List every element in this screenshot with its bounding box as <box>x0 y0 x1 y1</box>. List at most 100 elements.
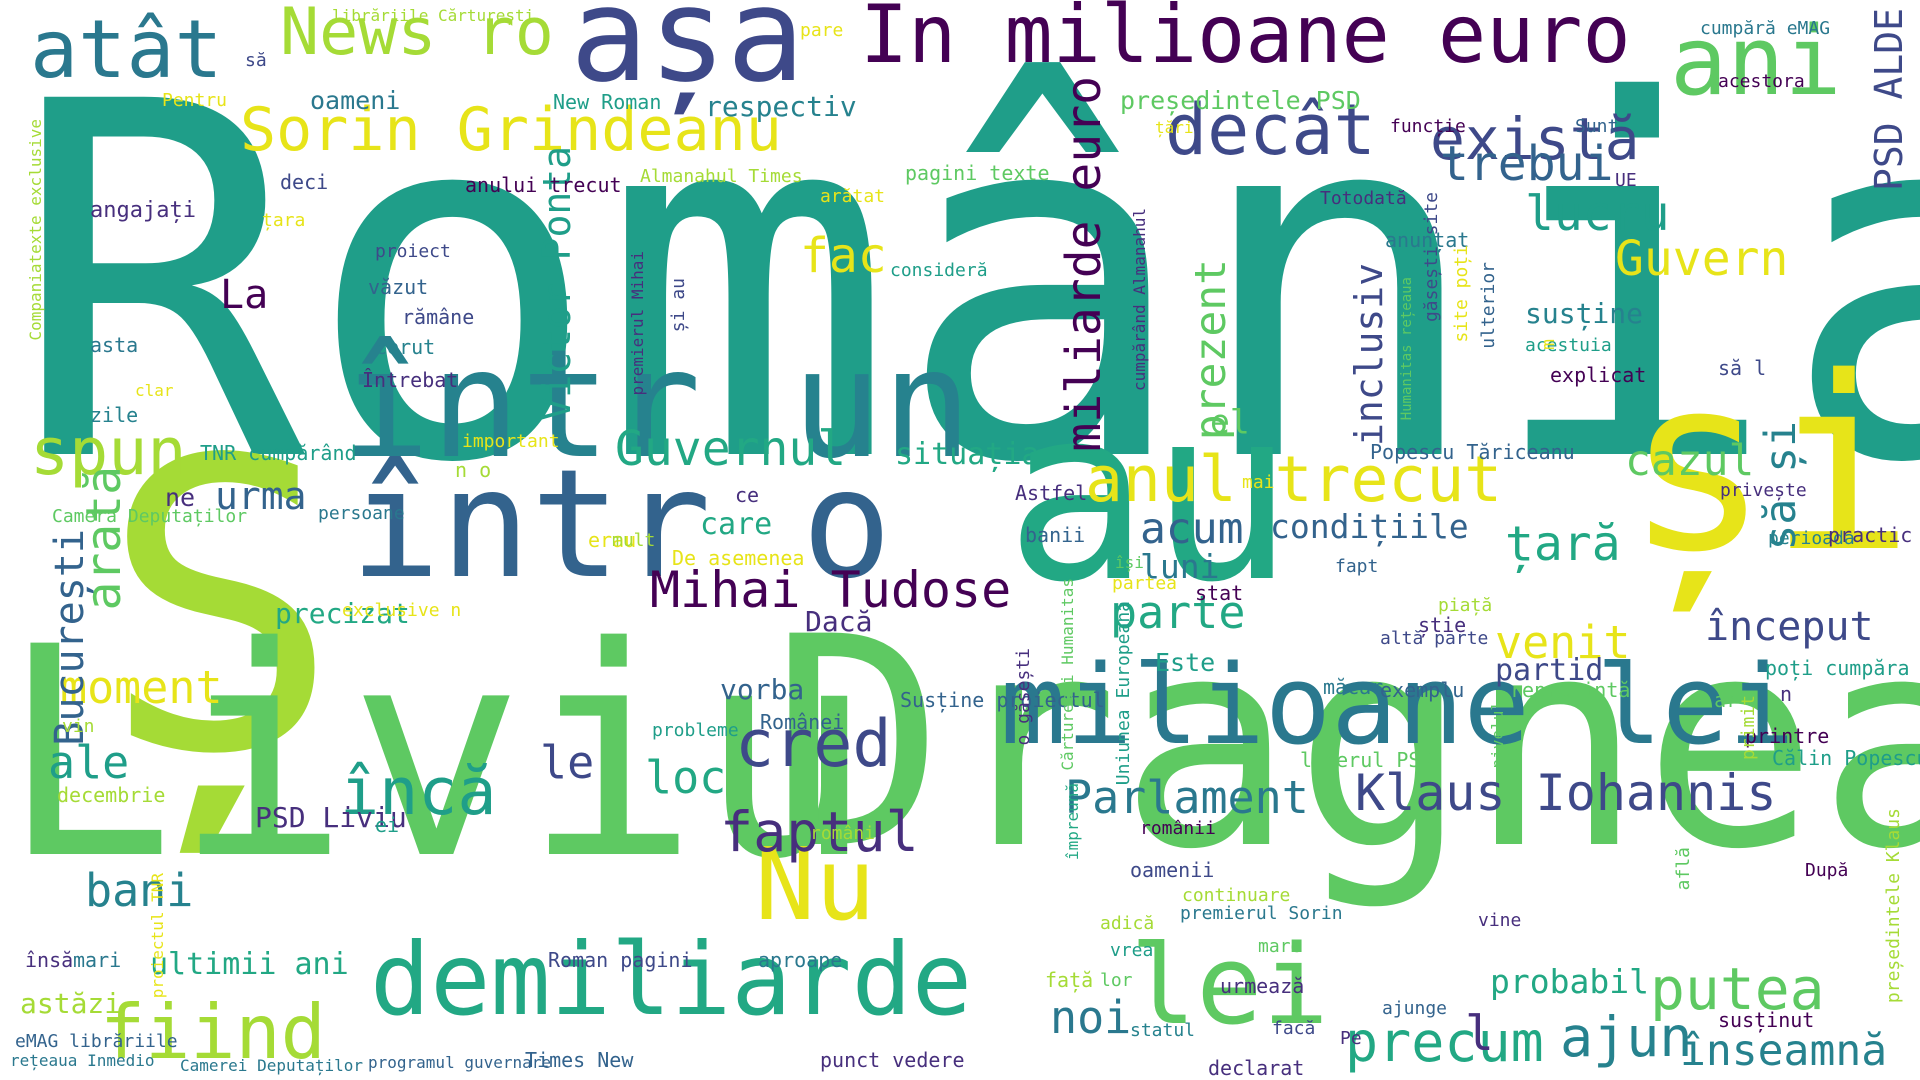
word-parte: parte <box>1110 586 1246 639</box>
word-atat: atât <box>30 3 223 96</box>
word-dragnea: Dragnea <box>770 576 1920 913</box>
word-site-poti: site poți <box>1451 244 1472 343</box>
word-reprezinta: reprezintă <box>1510 678 1631 702</box>
word-vine: vine <box>1478 910 1522 931</box>
word-stat: stat <box>1195 581 1244 605</box>
word-luni: luni <box>1140 547 1220 586</box>
word-clar: clar <box>135 381 174 400</box>
word-tari: țări <box>1155 118 1194 137</box>
word-camerei-deputatilor: Camerei Deputaților <box>180 1056 364 1075</box>
word-uniunea-europeana: Uniunea Europeană <box>1113 601 1134 786</box>
word-cumpara-emag: cumpără eMAG <box>1700 18 1831 39</box>
word-urmeaza: urmează <box>1220 974 1305 998</box>
word-inca: încă <box>340 755 497 830</box>
word-liviu: Liviu <box>0 586 873 923</box>
word-ulterior: ulterior <box>1478 261 1499 349</box>
word-trebui: trebui <box>1440 136 1614 192</box>
word-proiectul-tnr: proiectul TNR <box>148 873 167 999</box>
word-o-gasesti: o găsești <box>1013 647 1034 746</box>
word-presedintele-klaus: președintele Klaus <box>1883 807 1904 1003</box>
word-carturesti-humanitas: Cărturești Humanitas <box>1058 578 1077 771</box>
word-inseamna: înseamnă <box>1680 1026 1888 1076</box>
word-liderul-psd: liderul PSD <box>1300 748 1433 772</box>
word-miliarde-euro: miliarde euro <box>1056 75 1112 452</box>
word-milioane-lei: milioane lei <box>1000 641 1795 769</box>
word-printre: printre <box>1745 724 1830 748</box>
word-le: le <box>540 736 595 789</box>
word-fata: față <box>1045 968 1094 992</box>
word-nivelul: nivelul <box>1488 700 1507 769</box>
word-ei: ei <box>375 813 400 837</box>
word-nu: Nu <box>755 826 876 943</box>
word-romani: români <box>810 823 876 844</box>
word-sa-l: să l <box>1718 356 1767 380</box>
word-continuare: continuare <box>1182 885 1291 906</box>
word-l: l <box>1465 1006 1494 1062</box>
word-persoane: persoane <box>318 503 405 524</box>
word-fac: fac <box>800 228 887 284</box>
word-intrebat: Întrebat <box>362 368 459 392</box>
word-priveste: privește <box>1720 480 1807 501</box>
word-pentru: Pentru <box>162 90 228 111</box>
word-asta: asta <box>90 333 139 357</box>
word-important: important <box>462 431 560 452</box>
word-daca: Dacă <box>805 605 873 638</box>
word-ultimii-ani: ultimii ani <box>150 947 349 982</box>
word-sorin-grindeanu: Sorin Grindeanu <box>240 95 782 165</box>
word-librariile-carturesti: librăriile Cărturești <box>332 6 535 25</box>
word-dupa: După <box>1805 860 1849 881</box>
word-afla: află <box>1673 846 1694 891</box>
word-camera-deputatilor: Camera Deputaților <box>52 506 248 527</box>
word-inclusiv: inclusiv <box>1347 262 1391 446</box>
word-almanahul-times: Almanahul Times <box>640 166 803 187</box>
word-stie: știe <box>1418 613 1467 637</box>
word-zile: zile <box>90 403 139 427</box>
word-tnr-cumparand: TNR cumpărând <box>200 441 357 465</box>
word-acum: acum <box>1140 504 1244 554</box>
word-lucru: lucru <box>1525 186 1670 242</box>
word-perioada: perioada <box>1768 528 1855 549</box>
word-tara: țara <box>262 210 306 231</box>
word-venit: venit <box>1495 616 1631 669</box>
word-ale: ale <box>48 736 130 789</box>
word-mari: mari <box>73 948 122 972</box>
word-anuntat: anunțat <box>1385 228 1470 252</box>
word-care: care <box>700 507 773 542</box>
word-vorba: vorba <box>720 673 805 706</box>
word-astazi: astăzi <box>20 987 122 1020</box>
word-premierul-sorin: premierul Sorin <box>1180 903 1343 924</box>
word-de-asemenea: De asemenea <box>672 546 805 570</box>
word-guvernul: Guvernul <box>615 421 847 477</box>
word-astfel: Astfel <box>1015 481 1088 505</box>
word-anul-trecut: anul trecut <box>1085 443 1503 516</box>
word-adica: adică <box>1100 913 1155 934</box>
word-pe: Pe <box>1340 1028 1362 1049</box>
word-m: m <box>1538 339 1559 351</box>
word-ajun: ajun <box>1560 1005 1693 1069</box>
word-putea: putea <box>1650 955 1825 1023</box>
word-probabil: probabil <box>1490 962 1649 1001</box>
word-parlament: Parlament <box>1065 771 1309 824</box>
word-mult: mult <box>612 530 656 551</box>
word-presedintele-psd: președintele PSD <box>1120 86 1361 115</box>
word-mai: mai <box>1242 472 1275 493</box>
word-s-ar: s ar <box>1690 688 1739 712</box>
word-fapt: fapt <box>1335 556 1379 577</box>
word-sustine: susține <box>1525 297 1644 330</box>
word-roman-pagini: Roman pagini <box>548 948 693 972</box>
word-exemplu: exemplu <box>1380 678 1465 702</box>
word-new-roman: New Roman <box>553 90 662 114</box>
word-si: și <box>1625 325 1914 605</box>
word-n-o: n o <box>455 458 492 482</box>
word-guvern: Guvern <box>1615 231 1789 287</box>
word-ce: ce <box>735 483 760 507</box>
word-piata: piață <box>1438 595 1493 616</box>
word-decembrie: decembrie <box>57 783 166 807</box>
word-popescu-tariceanu: Popescu Tăriceanu <box>1370 440 1575 464</box>
word-decat: decât <box>1165 89 1376 171</box>
word-bucuresti: București <box>47 529 93 746</box>
word-s: Ș <box>100 377 341 842</box>
word-impreuna: împreună <box>1063 783 1082 861</box>
word-loc: loc <box>645 751 727 804</box>
